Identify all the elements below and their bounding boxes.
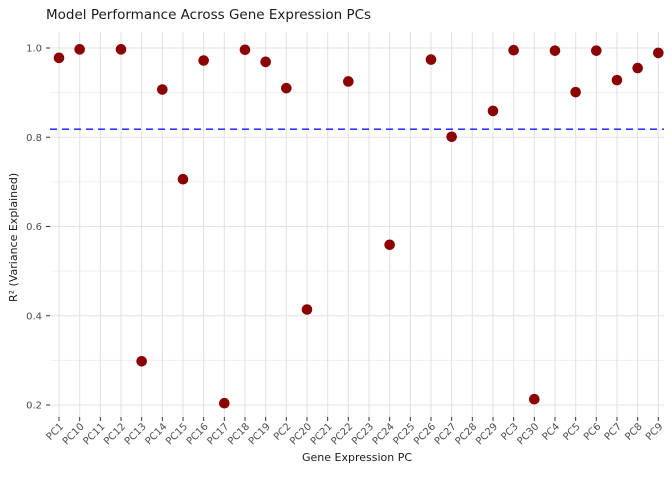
data-point-PC19 xyxy=(260,56,271,68)
x-tick-label: PC14 xyxy=(143,421,169,447)
x-tick-label: PC12 xyxy=(102,421,128,447)
data-point-PC6 xyxy=(591,45,602,56)
data-point-PC5 xyxy=(570,86,581,98)
data-point-PC24 xyxy=(384,239,395,251)
data-point-PC8 xyxy=(632,62,643,74)
x-tick-label: PC20 xyxy=(288,421,314,447)
x-tick-label: PC22 xyxy=(329,421,355,447)
data-point-PC22 xyxy=(343,76,354,87)
x-tick-label: PC4 xyxy=(541,421,562,442)
x-tick-label: PC6 xyxy=(582,421,603,442)
data-point-PC18 xyxy=(239,44,251,56)
x-tick-label: PC16 xyxy=(185,421,211,447)
data-point-PC20 xyxy=(301,304,313,315)
data-point-PC13 xyxy=(136,355,147,367)
x-tick-label: PC5 xyxy=(561,421,582,442)
data-point-PC26 xyxy=(425,54,437,65)
data-point-PC3 xyxy=(508,44,519,56)
x-tick-label: PC18 xyxy=(226,421,252,447)
data-point-PC29 xyxy=(487,105,499,117)
y-tick-label: 0.2 xyxy=(26,401,42,412)
y-tick-label: 0.8 xyxy=(26,133,42,144)
data-point-PC7 xyxy=(611,74,623,86)
x-tick-label: PC21 xyxy=(309,421,335,447)
x-tick-label: PC28 xyxy=(453,421,479,447)
data-point-PC10 xyxy=(74,44,85,55)
x-tick-label: PC7 xyxy=(603,421,624,442)
data-point-PC4 xyxy=(549,45,561,56)
x-tick-label: PC30 xyxy=(515,421,541,447)
data-point-PC27 xyxy=(446,131,457,143)
x-tick-label: PC27 xyxy=(433,421,459,447)
x-tick-label: PC10 xyxy=(61,421,87,447)
x-tick-label: PC15 xyxy=(164,421,190,447)
x-tick-label: PC8 xyxy=(623,421,644,442)
x-tick-label: PC25 xyxy=(391,421,417,447)
x-tick-label: PC24 xyxy=(371,421,397,447)
data-point-PC1 xyxy=(53,52,65,64)
y-tick-label: 1.0 xyxy=(26,44,42,55)
data-point-PC17 xyxy=(219,397,230,409)
x-tick-label: PC29 xyxy=(474,421,500,447)
y-tick-label: 0.4 xyxy=(26,311,42,322)
x-tick-label: PC17 xyxy=(205,421,231,447)
x-tick-label: PC13 xyxy=(123,421,149,447)
x-tick-label: PC11 xyxy=(81,421,107,447)
x-axis-title: Gene Expression PC xyxy=(301,451,413,464)
data-point-PC14 xyxy=(157,84,168,95)
data-point-PC2 xyxy=(281,82,292,94)
data-point-PC9 xyxy=(653,47,664,59)
x-tick-label: PC9 xyxy=(644,421,665,442)
data-point-PC16 xyxy=(198,55,209,66)
data-point-PC15 xyxy=(177,173,189,185)
x-tick-label: PC23 xyxy=(350,421,376,447)
x-tick-label: PC26 xyxy=(412,421,438,447)
x-tick-label: PC19 xyxy=(247,421,273,447)
data-point-PC30 xyxy=(529,393,540,405)
data-point-PC12 xyxy=(115,44,127,55)
chart-title: Model Performance Across Gene Expression… xyxy=(46,7,372,23)
y-tick-label: 0.6 xyxy=(26,222,42,233)
y-axis-title: R² (Variance Explained) xyxy=(7,172,20,302)
